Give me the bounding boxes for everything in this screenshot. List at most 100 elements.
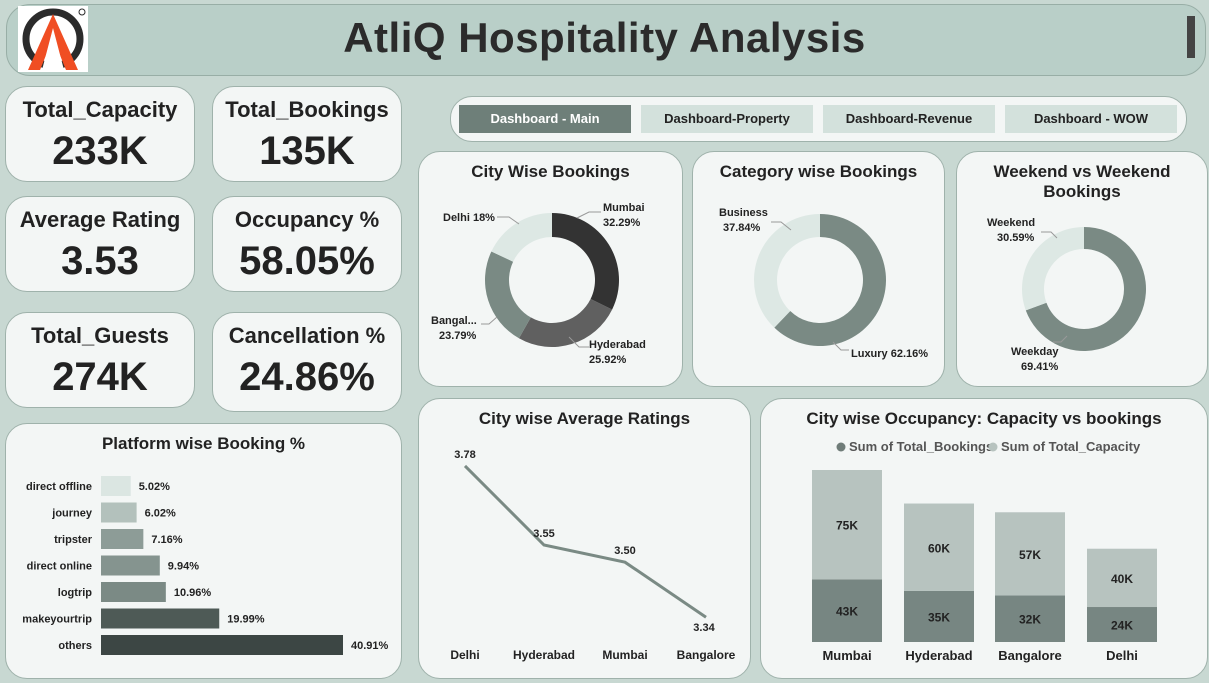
platform-bar[interactable] <box>101 635 343 655</box>
label-weekend-pct: 30.59% <box>997 232 1035 244</box>
kpi-label: Occupancy % <box>234 207 380 232</box>
bar-capacity-label: 75K <box>836 519 858 533</box>
collapse-handle-icon[interactable] <box>1187 16 1195 58</box>
platform-bar[interactable] <box>101 529 144 549</box>
platform-booking-panel: Platform wise Booking % direct offline 5.… <box>5 423 402 679</box>
platform-bar[interactable] <box>101 582 166 602</box>
legend-bookings-label: Sum of Total_Bookings <box>849 439 993 454</box>
donut-slice-luxury[interactable] <box>774 214 886 346</box>
donut-slice-delhi[interactable] <box>491 213 552 262</box>
donut-slice-weekend[interactable] <box>1022 227 1084 311</box>
legend-bookings-swatch <box>836 442 846 452</box>
bar-bookings-label: 32K <box>1019 613 1041 627</box>
bar-bookings[interactable] <box>904 590 974 642</box>
bar-bookings-label: 24K <box>1111 619 1133 633</box>
platform-label: journey <box>51 508 93 520</box>
donut-slice-weekday[interactable] <box>1025 227 1146 351</box>
ratings-data-label: 3.78 <box>454 449 475 461</box>
donut-slice-bangalore[interactable] <box>485 251 531 339</box>
occupancy-x-tick: Mumbai <box>822 648 871 663</box>
ratings-x-tick: Mumbai <box>602 648 647 662</box>
label-mumbai: Mumbai <box>603 202 645 214</box>
ratings-data-label: 3.34 <box>693 622 715 634</box>
label-bangalore-pct: 23.79% <box>439 330 477 342</box>
occupancy-x-tick: Hyderabad <box>905 648 972 663</box>
platform-value: 19.99% <box>227 614 265 626</box>
donut-slice-business[interactable] <box>754 214 820 328</box>
ratings-x-tick: Hyderabad <box>513 648 575 662</box>
bar-bookings-label: 35K <box>928 610 950 624</box>
occupancy-stacked-chart: Sum of Total_Bookings Sum of Total_Capaci… <box>812 439 1157 663</box>
platform-label: logtrip <box>58 587 92 599</box>
page-title: AtliQ Hospitality Analysis <box>343 14 866 61</box>
kpi-label: Total_Guests <box>31 323 169 348</box>
platform-value: 6.02% <box>145 508 176 520</box>
city-bookings-panel: City Wise Bookings Delhi 18% Mumbai 32.2… <box>418 151 683 387</box>
atliq-logo <box>18 6 88 72</box>
kpi-total-guests: Total_Guests 274K <box>5 312 195 408</box>
ratings-panel: City wise Average Ratings Delhi 3.78 Hyder… <box>418 398 751 679</box>
platform-bar[interactable] <box>101 502 137 523</box>
kpi-value: 58.05% <box>239 239 375 283</box>
header-banner <box>6 4 1206 76</box>
platform-bar[interactable] <box>101 476 131 496</box>
platform-bar[interactable] <box>101 555 160 576</box>
kpi-total-bookings: Total_Bookings 135K <box>212 86 402 182</box>
chart-title-line1: Weekend vs Weekend <box>993 162 1171 181</box>
ratings-line[interactable] <box>463 464 707 619</box>
bar-bookings-label: 43K <box>836 605 858 619</box>
label-hyderabad-pct: 25.92% <box>589 354 627 366</box>
platform-bar-chart: direct offline 5.02% journey 6.02% tripster 7… <box>22 476 389 655</box>
platform-value: 10.96% <box>174 587 212 599</box>
bar-capacity[interactable] <box>995 512 1065 596</box>
bar-bookings[interactable] <box>1087 607 1157 642</box>
chart-title: Platform wise Booking % <box>101 434 306 453</box>
chart-title: Category wise Bookings <box>719 162 918 181</box>
kpi-label: Total_Capacity <box>22 97 178 122</box>
bar-capacity[interactable] <box>1087 548 1157 608</box>
label-weekday-pct: 69.41% <box>1021 361 1059 373</box>
tab-dashboard-revenue[interactable]: Dashboard-Revenue <box>823 105 995 133</box>
ratings-x-tick: Delhi <box>450 648 479 662</box>
label-delhi: Delhi 18% <box>443 212 495 224</box>
kpi-average-rating: Average Rating 3.53 <box>5 196 195 292</box>
legend-capacity-swatch <box>988 442 998 452</box>
kpi-occupancy: Occupancy % 58.05% <box>212 196 402 292</box>
platform-value: 5.02% <box>139 481 170 493</box>
kpi-total-capacity: Total_Capacity 233K <box>5 86 195 182</box>
label-weekend: Weekend <box>987 217 1035 229</box>
bar-capacity-label: 57K <box>1019 548 1041 562</box>
kpi-label: Average Rating <box>19 207 181 232</box>
kpi-value: 3.53 <box>61 239 139 283</box>
donut-slice-hyderabad[interactable] <box>518 299 613 347</box>
platform-label: others <box>58 640 92 652</box>
kpi-cancellation: Cancellation % 24.86% <box>212 312 402 412</box>
weekend-bookings-donut: Weekend 30.59% Weekday 69.41% <box>987 217 1146 373</box>
bar-capacity-label: 60K <box>928 541 950 555</box>
platform-bar[interactable] <box>101 608 220 629</box>
bar-bookings[interactable] <box>995 595 1065 642</box>
platform-label: direct offline <box>26 481 92 493</box>
platform-value: 7.16% <box>151 534 182 546</box>
kpi-label: Total_Bookings <box>225 97 389 122</box>
chart-title: City wise Occupancy: Capacity vs booking… <box>806 409 1162 428</box>
category-bookings-donut: Business 37.84% Luxury 62.16% <box>719 207 928 360</box>
category-bookings-panel: Category wise Bookings Business 37.84% L… <box>692 151 945 387</box>
platform-label: makeyourtrip <box>22 614 92 626</box>
kpi-label: Cancellation % <box>228 323 386 348</box>
donut-slice-mumbai[interactable] <box>552 213 619 310</box>
bar-capacity[interactable] <box>812 470 882 580</box>
occupancy-panel: City wise Occupancy: Capacity vs booking… <box>760 398 1208 679</box>
label-hyderabad: Hyderabad <box>589 339 646 351</box>
chart-title: City wise Average Ratings <box>478 409 691 428</box>
tab-dashboard-property[interactable]: Dashboard-Property <box>641 105 813 133</box>
label-business-pct: 37.84% <box>723 222 761 234</box>
platform-label: direct online <box>27 561 92 573</box>
city-bookings-donut: Delhi 18% Mumbai 32.29% Hyderabad 25.92%… <box>431 202 646 366</box>
tab-dashboard-wow[interactable]: Dashboard - WOW <box>1005 105 1177 133</box>
ratings-line-chart: Delhi 3.78 Hyderabad 3.55 Mumbai 3.50 Bangalor… <box>450 449 735 662</box>
tab-dashboard-main[interactable]: Dashboard - Main <box>459 105 631 133</box>
bar-bookings[interactable] <box>812 579 882 642</box>
kpi-value: 24.86% <box>239 355 375 399</box>
bar-capacity[interactable] <box>904 503 974 591</box>
